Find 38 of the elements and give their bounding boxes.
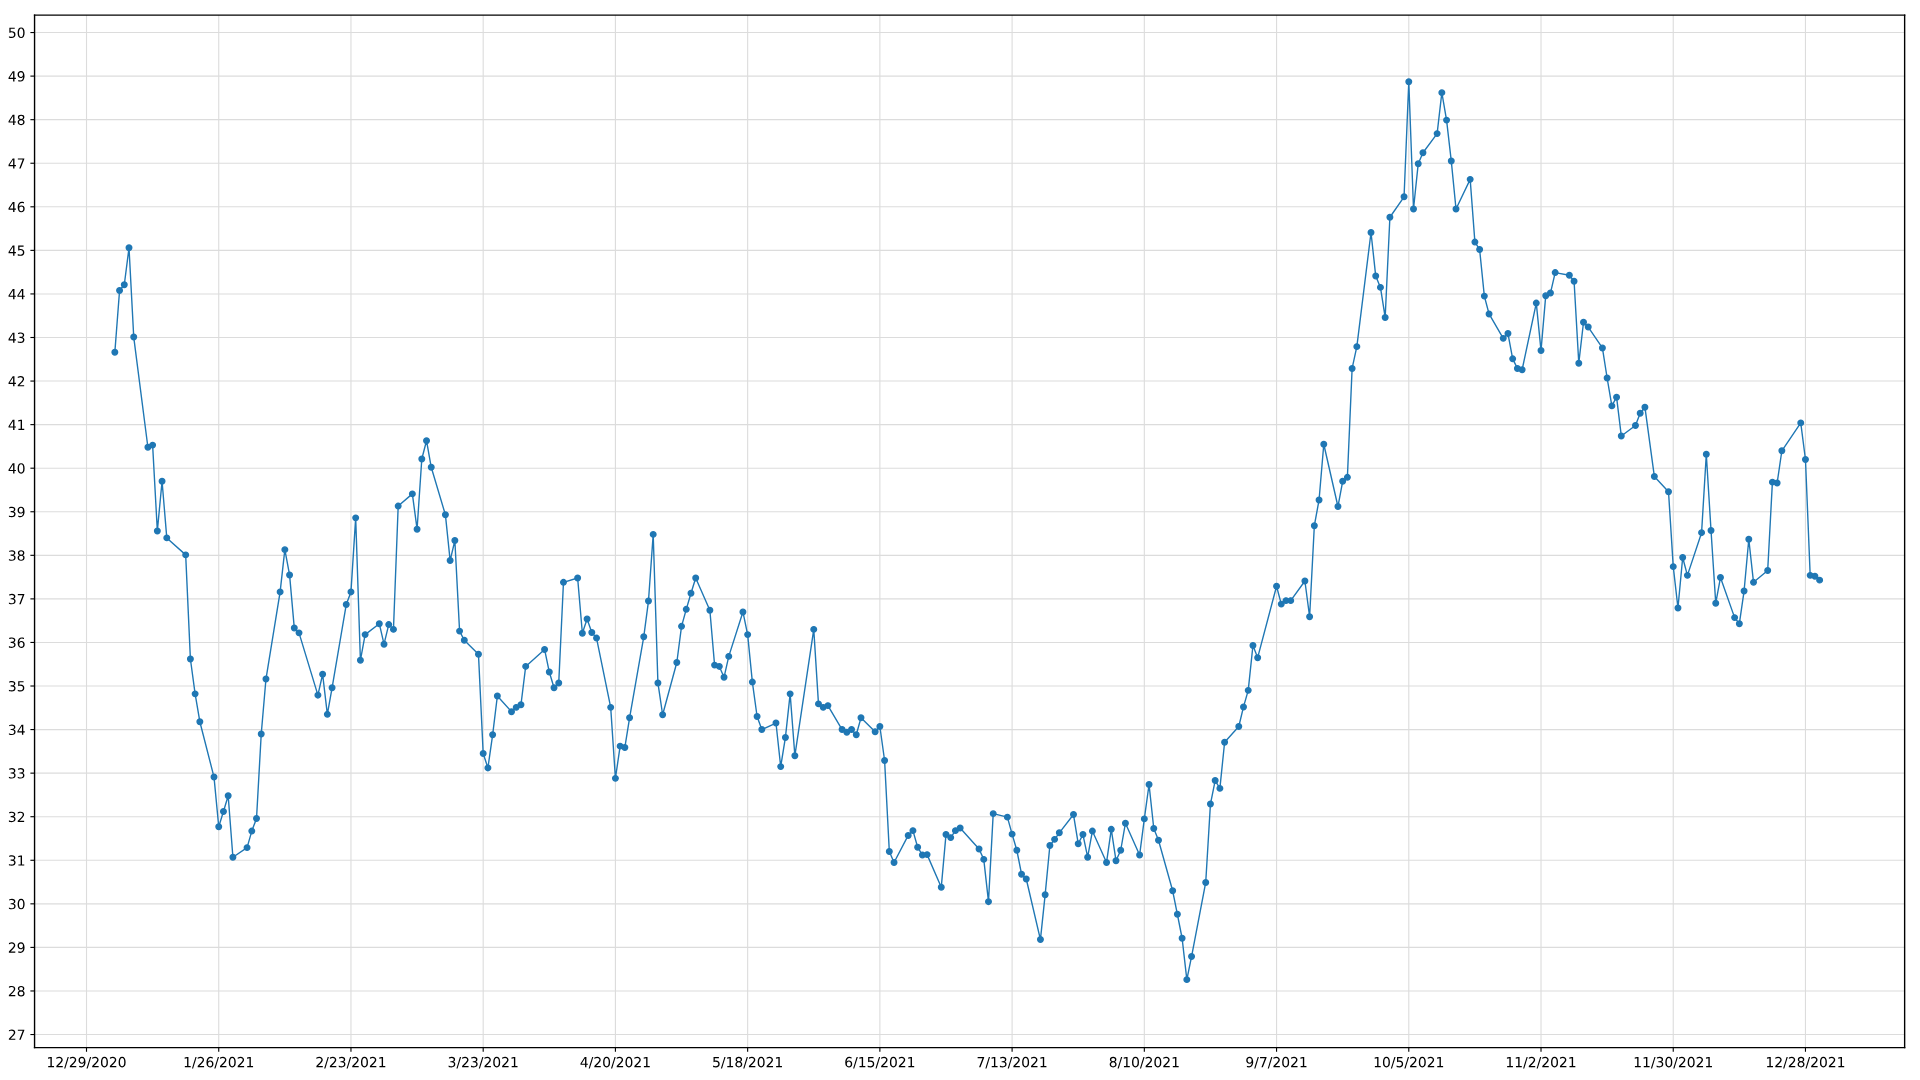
x-tick-label: 8/10/2021 — [1109, 1056, 1179, 1069]
x-tick-label: 12/29/2020 — [48, 1056, 126, 1069]
y-tick-label: 36 — [8, 637, 25, 648]
x-tick-label: 5/18/2021 — [713, 1056, 782, 1069]
x-tick-label: 9/7/2021 — [1246, 1056, 1307, 1069]
x-tick-label: 4/20/2021 — [580, 1056, 650, 1069]
y-tick-label: 44 — [8, 289, 25, 300]
y-tick-label: 28 — [8, 985, 25, 997]
y-tick-label: 33 — [8, 768, 25, 779]
y-tick-label: 34 — [8, 724, 25, 736]
y-tick-label: 35 — [8, 680, 25, 692]
x-tick-label: 7/13/2021 — [977, 1056, 1047, 1069]
y-tick-label: 50 — [8, 27, 25, 39]
x-tick-label: 11/2/2021 — [1506, 1056, 1576, 1069]
x-tick-label: 12/28/2021 — [1766, 1056, 1845, 1069]
y-tick-label: 43 — [8, 332, 25, 343]
y-tick-label: 37 — [8, 593, 25, 605]
y-tick-label: 49 — [8, 71, 25, 82]
y-tick-label: 48 — [8, 114, 25, 126]
y-tick-label: 27 — [8, 1029, 25, 1040]
x-tick-label: 11/30/2021 — [1634, 1056, 1712, 1069]
y-tick-label: 29 — [8, 942, 25, 953]
y-tick-label: 45 — [8, 245, 25, 256]
x-tick-label: 3/23/2021 — [448, 1056, 518, 1069]
y-tick-label: 47 — [8, 158, 25, 169]
y-tick-label: 46 — [8, 201, 25, 213]
y-tick-label: 32 — [8, 811, 25, 823]
y-tick-label: 31 — [8, 855, 25, 866]
y-tick-label: 30 — [8, 898, 25, 910]
y-tick-label: 42 — [8, 376, 25, 387]
x-tick-label: 1/26/2021 — [184, 1056, 254, 1069]
x-tick-label: 10/5/2021 — [1374, 1056, 1444, 1069]
y-tick-label: 39 — [8, 506, 25, 518]
y-tick-label: 41 — [8, 419, 25, 430]
x-tick-label: 6/15/2021 — [845, 1056, 915, 1069]
y-tick-label: 40 — [8, 463, 25, 474]
x-tick-label: 2/23/2021 — [316, 1056, 386, 1069]
y-tick-label: 38 — [8, 550, 25, 561]
